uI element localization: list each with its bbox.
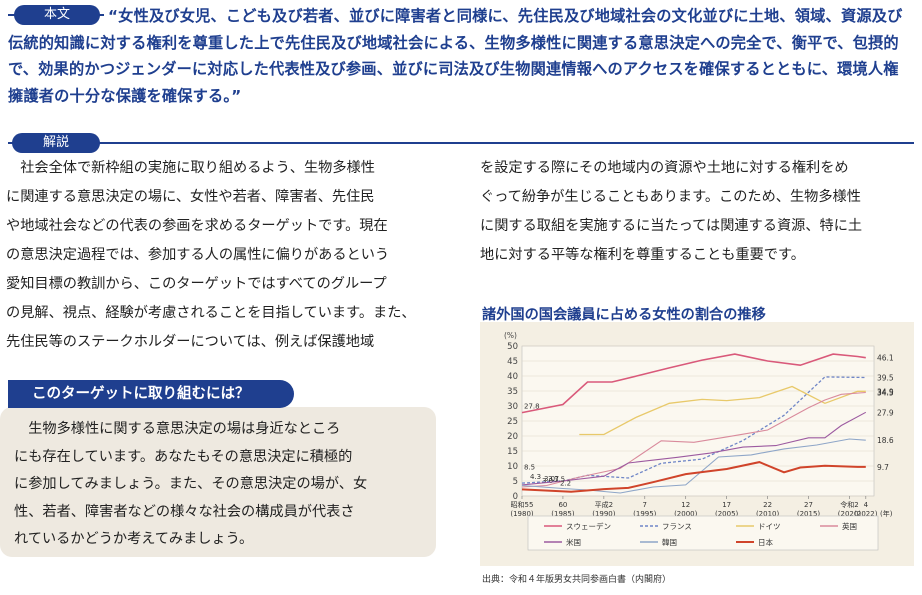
x-tick-label-era: 60 [558, 501, 567, 509]
legend-label: スウェーデン [566, 521, 611, 531]
kaisetsu-right-line: に関する取組を実施するに当たっては関連する資源、特に土 [480, 218, 863, 234]
legend-box [527, 515, 879, 551]
kaisetsu-left-line: の意思決定過程では、参加する人の属性に偏りがあるという [6, 247, 390, 263]
y-axis-label: (%) [504, 331, 517, 340]
start-value-label: 2.2 [560, 479, 571, 487]
x-tick-label-era: 12 [681, 501, 690, 509]
x-tick-label-era: 昭和55 [511, 500, 534, 509]
x-tick-label-era: 22 [763, 501, 772, 509]
y-tick-label: 50 [507, 342, 518, 352]
honbun-quote: “女性及び女児、こども及び若者、並びに障害者と同様に、先住民及び地域社会の文化並… [8, 7, 903, 105]
end-value-label: 9.7 [877, 463, 889, 472]
series-line-1 [521, 376, 866, 484]
kaisetsu-label: 解説 [12, 133, 100, 153]
x-tick-label-year: (2005) [715, 510, 739, 518]
end-value-label: 18.6 [877, 436, 894, 445]
kaisetsu-left-line: や地域社会などの代表の参画を求めるターゲットです。現在 [6, 218, 388, 234]
legend-label: フランス [662, 522, 692, 531]
x-tick-label-year: (1995) [633, 510, 657, 518]
kaisetsu-left-line: 社会全体で新枠組の実施に取り組めるよう、生物多様性 [6, 160, 375, 176]
start-value-label: 3.0 [544, 475, 555, 483]
y-tick-label: 30 [507, 402, 518, 412]
target-box-heading: このターゲットに取り組むには？ [8, 380, 294, 408]
series-line-5 [521, 438, 866, 494]
kaisetsu-left-line: の見解、視点、経験が考慮されることを目指しています。また、 [6, 305, 416, 321]
y-tick-label: 45 [507, 357, 518, 367]
start-value-label: 27.8 [524, 403, 540, 411]
target-box-line: 性、若者、障害者などの様々な社会の構成員が代表さ [14, 503, 355, 520]
end-value-label: 39.5 [877, 374, 894, 383]
kaisetsu-left-line: 愛知目標の教訓から、このターゲットではすべてのグループ [6, 276, 387, 292]
legend-label: 日本 [758, 537, 773, 547]
series-line-6 [521, 461, 866, 493]
x-tick-label-era: 17 [722, 501, 731, 509]
target-box-text: 生物多様性に関する意思決定の場は身近なところ にも存在しています。あなたもその意… [14, 416, 424, 554]
x-tick-label-year: (1985) [551, 510, 575, 518]
series-line-4 [521, 411, 867, 486]
y-tick-label: 35 [507, 387, 518, 397]
x-tick-label-year: (2010) [756, 510, 780, 518]
y-tick-label: 25 [507, 417, 518, 427]
x-tick-label-era: 4 [864, 501, 869, 509]
y-tick-label: 40 [507, 372, 518, 382]
x-tick-label-era: 平成2 [595, 500, 613, 509]
x-tick-label-year: (2022) [854, 510, 878, 518]
x-tick-label-year: (2000) [674, 510, 698, 518]
line-chart: 0 5 10 15 20 25 30 35 40 45 50 (%) 昭和55(1980) 60(1985… [504, 331, 894, 551]
x-tick-label-year: (2015) [797, 510, 821, 518]
kaisetsu-left-column: 社会全体で新枠組の実施に取り組めるよう、生物多様性 に関連する意思決定の場に、女… [6, 154, 446, 357]
legend-label: 英国 [842, 521, 857, 531]
kaisetsu-right-line: ぐって紛争が生じることもあります。このため、生物多様性 [480, 189, 861, 205]
end-value-label: 27.9 [877, 408, 894, 417]
end-value-label: 34.5 [877, 389, 894, 398]
target-box-line: れているかどうか考えてみましょう。 [14, 531, 254, 547]
target-box-line: に参加してみましょう。また、その意思決定の場が、女 [14, 476, 368, 492]
y-tick-label: 5 [513, 477, 518, 487]
kaisetsu-left-line: に関連する意思決定の場に、女性や若者、障害者、先住民 [6, 189, 375, 205]
start-value-label: 3.7 [548, 475, 559, 483]
end-value-label: 34.9 [877, 387, 894, 396]
legend-label: 米国 [566, 537, 581, 547]
x-tick-label-era: 令和2 [840, 500, 858, 509]
y-tick-label: 20 [507, 432, 518, 442]
end-value-label: 46.1 [877, 354, 894, 363]
kaisetsu-right-line: 地に対する平等な権利を尊重することも重要です。 [480, 247, 805, 263]
series-line-2 [579, 385, 866, 436]
kaisetsu-rule [8, 142, 914, 144]
x-axis-label: (年) [880, 509, 893, 518]
x-tick-label-year: (2020) [838, 510, 862, 518]
start-value-label: 8.5 [524, 464, 535, 472]
start-value-label: 3.0 [542, 477, 553, 485]
x-tick-label-era: 27 [804, 501, 813, 509]
legend-label: 韓国 [662, 537, 677, 547]
series-line-3 [521, 391, 866, 488]
legend-label: ドイツ [758, 522, 781, 531]
target-box [0, 407, 436, 557]
y-tick-label: 15 [507, 447, 518, 457]
x-tick-label-year: (1990) [592, 510, 616, 518]
start-value-label: 3.5 [554, 476, 565, 484]
start-value-label: 4.3 [530, 473, 541, 481]
honbun-label: 本文 [14, 5, 100, 25]
chart-title: 諸外国の国会議員に占める女性の割合の推移 [482, 307, 766, 323]
target-box-line: 生物多様性に関する意思決定の場は身近なところ [14, 421, 341, 437]
y-tick-label: 0 [513, 492, 518, 502]
kaisetsu-left-line: 先住民等のステークホルダーについては、例えば保護地域 [6, 334, 375, 350]
y-tick-label: 10 [507, 462, 518, 472]
chart-source: 出典：令和４年版男女共同参画白書（内閣府） [482, 575, 672, 585]
kaisetsu-right-line: を設定する際にその地域内の資源や土地に対する権利をめ [480, 160, 849, 176]
chart-panel: 0 5 10 15 20 25 30 35 40 45 50 (%) 昭和55 (1980) 60 (1985… [480, 322, 914, 566]
target-box-line: にも存在しています。あなたもその意思決定に積極的 [14, 448, 353, 465]
kaisetsu-right-column: を設定する際にその地域内の資源や土地に対する権利をめ ぐって紛争が生じることもあ… [480, 154, 920, 270]
series-line-0 [521, 353, 866, 414]
x-tick-label-year: (1980) [510, 510, 534, 518]
x-tick-label-era: 7 [643, 501, 647, 509]
